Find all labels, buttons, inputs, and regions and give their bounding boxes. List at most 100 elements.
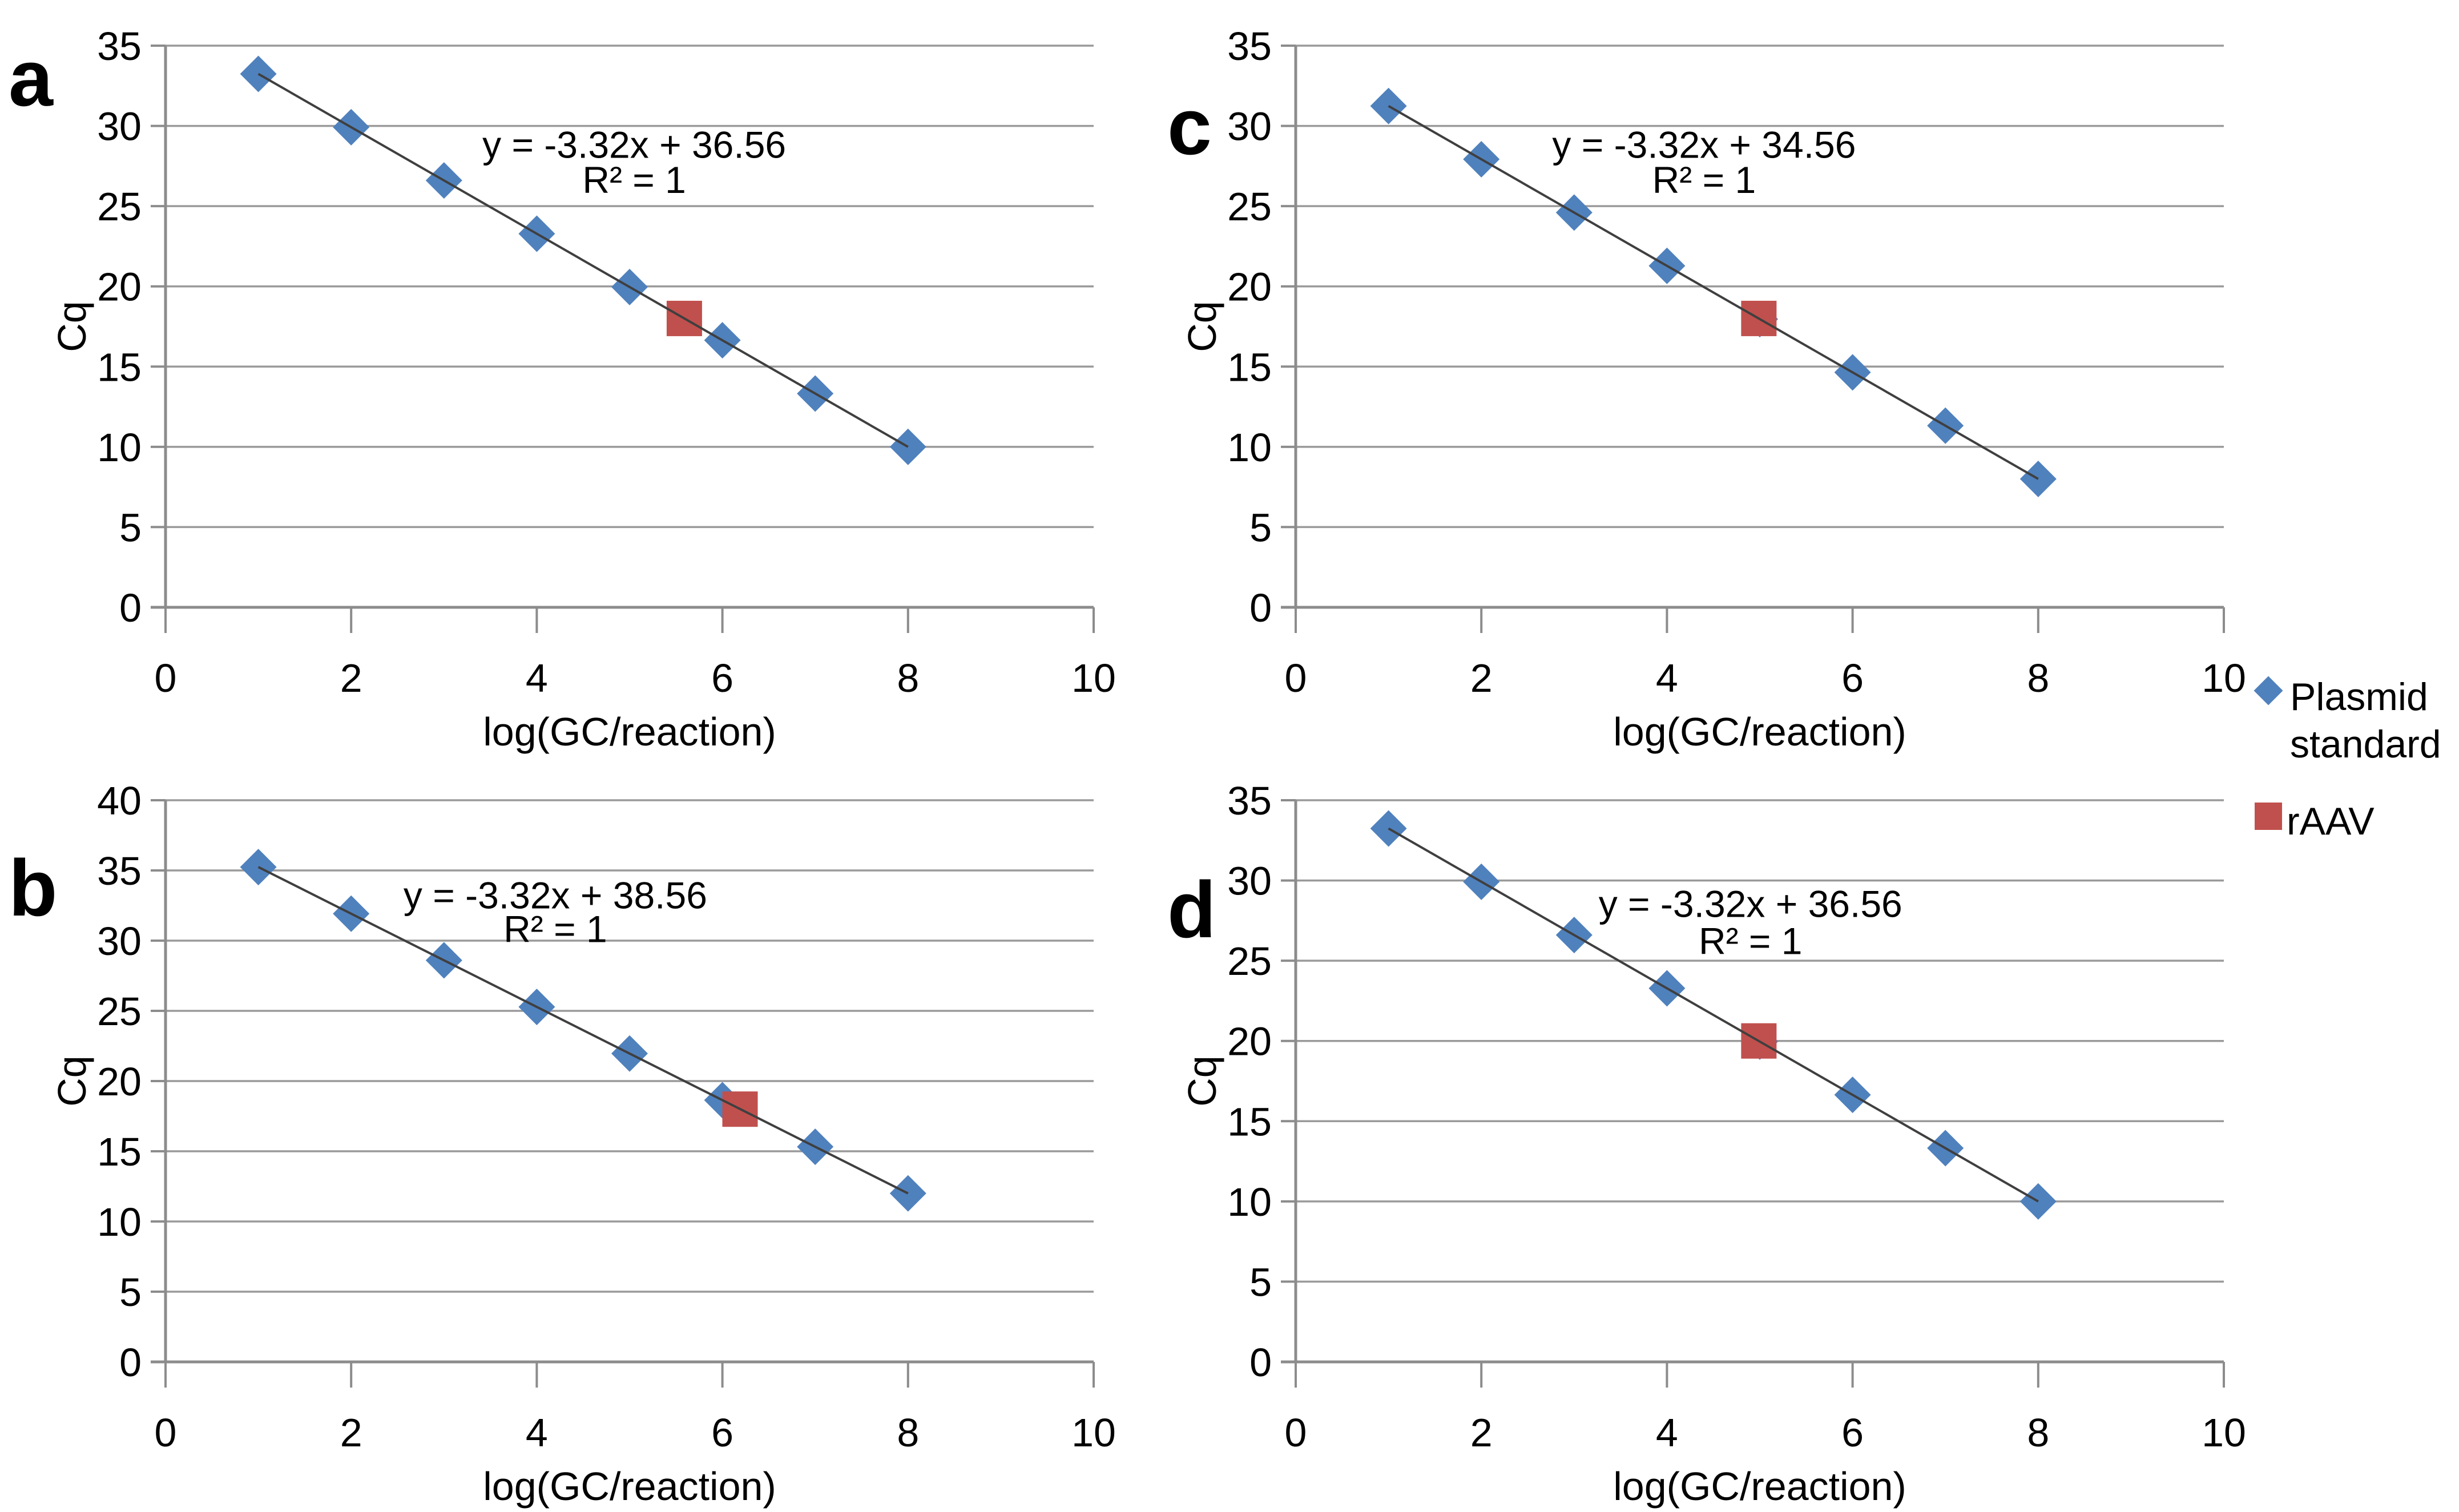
y-tick-label: 40	[97, 779, 142, 823]
y-tick-label: 35	[1227, 24, 1272, 68]
legend-label-plasmid-standard: Plasmid standard	[2290, 675, 2441, 766]
legend-item-plasmid-standard: Plasmid standard	[2254, 674, 2459, 768]
legend-label-raav: rAAV	[2287, 799, 2375, 843]
x-tick-label: 4	[1656, 656, 1678, 700]
raav-marker-icon	[2255, 802, 2282, 830]
panel-label-a: a	[9, 33, 54, 123]
y-tick-label: 35	[97, 849, 142, 893]
equation-label: y = -3.32x + 34.56	[1552, 123, 1856, 166]
x-tick-label: 6	[711, 656, 733, 700]
trendline	[257, 866, 909, 1195]
x-tick-label: 6	[711, 1410, 733, 1455]
trendline	[1388, 104, 2039, 480]
y-tick-label: 30	[1227, 104, 1272, 149]
x-tick-label: 2	[1470, 1410, 1493, 1455]
panel-d: 0 5 10 15 20 25 30 35 0 2 4 6 8 10 log(GC/reaction) Cq y…	[1130, 755, 2300, 1509]
x-tick-label: 8	[897, 656, 919, 700]
x-tick-label: 0	[1285, 1410, 1307, 1455]
y-tick-label: 15	[97, 345, 142, 389]
r-squared-label: R² = 1	[582, 159, 686, 201]
y-tick-label: 5	[119, 505, 142, 550]
y-tick-label: 15	[1227, 1099, 1272, 1144]
legend-item-raav: rAAV	[2254, 798, 2459, 845]
y-tick-label: 25	[1227, 184, 1272, 229]
equation-label: y = -3.32x + 38.56	[404, 874, 707, 916]
y-tick-label: 10	[1227, 1180, 1272, 1224]
panel-c-chart: 0 5 10 15 20 25 30 35 0 2 4 6 8 10 log(GC/reaction) Cq y…	[1167, 24, 2246, 754]
x-tick-label: 2	[340, 656, 362, 700]
y-tick-label: 20	[97, 1059, 142, 1104]
y-tick-label: 5	[1249, 505, 1272, 550]
y-tick-label: 30	[97, 104, 142, 149]
x-tick-label: 4	[526, 656, 548, 700]
y-tick-label: 20	[97, 265, 142, 309]
x-tick-label: 8	[897, 1410, 919, 1455]
y-tick-label: 30	[97, 919, 142, 963]
x-tick-label: 10	[2202, 1410, 2246, 1455]
r-squared-label: R² = 1	[1699, 920, 1803, 962]
panel-label-d: d	[1167, 865, 1216, 954]
x-tick-label: 8	[2027, 1410, 2049, 1455]
y-tick-label: 20	[1227, 265, 1272, 309]
r-squared-label: R² = 1	[1652, 159, 1756, 201]
r-squared-label: R² = 1	[503, 908, 607, 950]
panel-a-chart: 0 5 10 15 20 25 30 35 0 2 4 6 8 10 log(GC/reaction) Cq y…	[9, 24, 1116, 754]
trendline	[1388, 827, 2039, 1203]
equation-label: y = -3.32x + 36.56	[482, 123, 786, 166]
y-tick-label: 10	[97, 1200, 142, 1244]
y-tick-label: 5	[1249, 1260, 1272, 1304]
y-tick-label: 30	[1227, 859, 1272, 904]
x-tick-label: 10	[2202, 656, 2246, 700]
y-tick-label: 10	[97, 425, 142, 470]
panel-a: 0 5 10 15 20 25 30 35 0 2 4 6 8 10 log(GC/reaction) Cq y…	[0, 0, 1170, 755]
panel-b: 0 5 10 15 20 25 30 35 40 0 2 4 6 8 10 log(GC/reaction) C…	[0, 755, 1170, 1509]
y-tick-label: 25	[97, 989, 142, 1034]
x-tick-label: 0	[155, 656, 177, 700]
equation-label: y = -3.32x + 36.56	[1599, 883, 1902, 925]
x-tick-label: 2	[1470, 656, 1493, 700]
y-tick-label: 15	[97, 1130, 142, 1174]
x-axis-title: log(GC/reaction)	[483, 709, 776, 754]
plasmid-standard-point	[889, 1175, 926, 1212]
y-axis-title: Cq	[50, 301, 94, 352]
x-tick-label: 0	[155, 1410, 177, 1455]
x-tick-label: 2	[340, 1410, 362, 1455]
plasmid-standard-marker-icon	[2254, 676, 2283, 705]
y-tick-label: 0	[1249, 586, 1272, 630]
chart-legend: Plasmid standard rAAV	[2254, 674, 2459, 845]
y-axis-title: Cq	[50, 1055, 94, 1106]
x-tick-label: 10	[1071, 656, 1116, 700]
x-axis-title: log(GC/reaction)	[1613, 1464, 1906, 1509]
y-tick-label: 20	[1227, 1019, 1272, 1064]
y-tick-label: 10	[1227, 425, 1272, 470]
x-tick-label: 0	[1285, 656, 1307, 700]
x-tick-label: 8	[2027, 656, 2049, 700]
y-tick-label: 25	[1227, 939, 1272, 983]
x-tick-label: 6	[1841, 656, 1864, 700]
plasmid-standard-point	[2019, 1183, 2057, 1220]
trendline	[257, 72, 909, 448]
panel-b-chart: 0 5 10 15 20 25 30 35 40 0 2 4 6 8 10 log(GC/reaction) C…	[9, 779, 1116, 1509]
y-tick-label: 0	[119, 1340, 142, 1385]
y-tick-label: 35	[97, 24, 142, 68]
y-tick-label: 25	[97, 184, 142, 229]
x-axis-title: log(GC/reaction)	[483, 1464, 776, 1509]
panel-d-chart: 0 5 10 15 20 25 30 35 0 2 4 6 8 10 log(GC/reaction) Cq y…	[1167, 779, 2246, 1509]
y-tick-label: 35	[1227, 779, 1272, 823]
y-tick-label: 0	[119, 586, 142, 630]
plasmid-standard-point	[240, 849, 277, 886]
y-axis-title: Cq	[1180, 301, 1224, 352]
x-tick-label: 4	[526, 1410, 548, 1455]
x-axis-title: log(GC/reaction)	[1613, 709, 1906, 754]
panel-c: 0 5 10 15 20 25 30 35 0 2 4 6 8 10 log(GC/reaction) Cq y…	[1130, 0, 2300, 755]
y-tick-label: 5	[119, 1270, 142, 1315]
x-tick-label: 6	[1841, 1410, 1864, 1455]
panel-label-b: b	[9, 843, 58, 933]
y-tick-label: 15	[1227, 345, 1272, 389]
x-tick-label: 10	[1071, 1410, 1116, 1455]
y-tick-label: 0	[1249, 1340, 1272, 1385]
x-tick-label: 4	[1656, 1410, 1678, 1455]
y-axis-title: Cq	[1180, 1055, 1224, 1106]
panel-label-c: c	[1167, 82, 1212, 171]
